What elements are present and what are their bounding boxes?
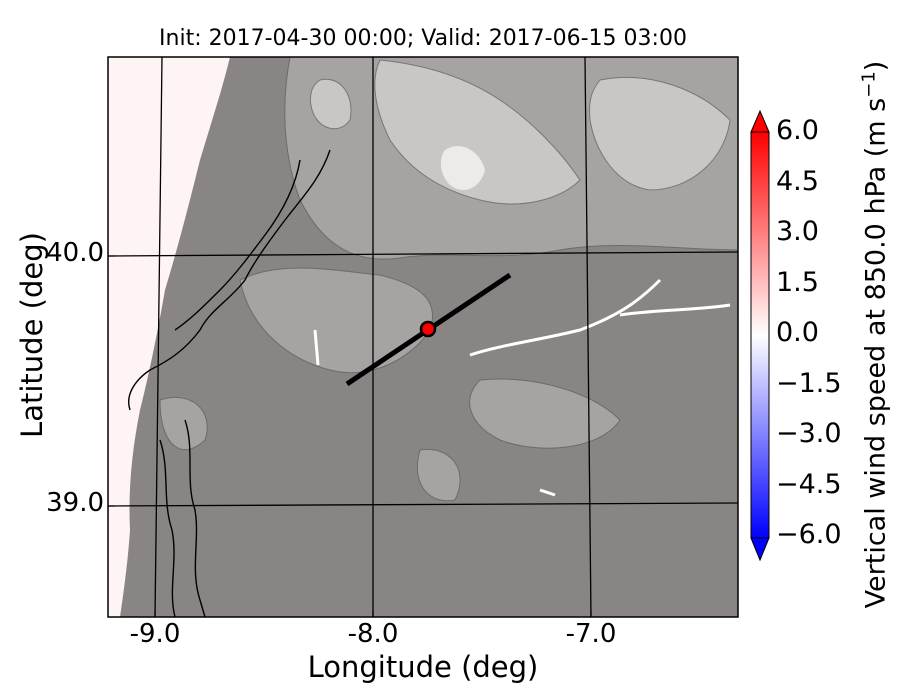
- colorbar-tick-label: −6.0: [776, 519, 842, 550]
- x-tick-label: -7.0: [565, 619, 617, 649]
- map-frame: [107, 56, 739, 618]
- y-tick-marks: [108, 255, 115, 507]
- colorbar-tick-label: 1.5: [776, 267, 819, 298]
- colorbar-tick-label: 4.5: [776, 166, 819, 197]
- ocean-area: [108, 57, 230, 617]
- colorbar-label-exponent: −1: [858, 71, 880, 98]
- colorbar-tick-label: −3.0: [776, 418, 842, 449]
- colorbar-tick-label: 3.0: [776, 216, 819, 247]
- grid-lines: [108, 57, 738, 617]
- colorbar: [750, 109, 770, 562]
- x-tick-label: -8.0: [347, 619, 399, 649]
- colorbar-max-extension: [750, 109, 770, 133]
- location-marker: [419, 320, 437, 338]
- x-tick-marks: [154, 610, 592, 617]
- colorbar-label-suffix: ): [860, 60, 892, 72]
- colorbar-min-extension: [750, 537, 770, 562]
- plot-title: Init: 2017-04-30 00:00; Valid: 2017-06-1…: [159, 26, 687, 51]
- coast-contours: [128, 149, 331, 617]
- colorbar-tick-label: −4.5: [776, 469, 842, 500]
- map-plot-area: [108, 57, 738, 617]
- colorbar-label: Vertical wind speed at 850.0 hPa (m s−1): [859, 5, 892, 665]
- x-axis-label: Longitude (deg): [307, 650, 539, 684]
- terrain-peak: [440, 146, 485, 190]
- colorbar-tick-label: 0.0: [776, 317, 819, 348]
- river-features: [313, 278, 731, 497]
- colorbar-label-text: Vertical wind speed at 850.0 hPa (m s: [860, 97, 892, 609]
- colorbar-tick-label: 6.0: [776, 115, 819, 146]
- y-tick-label: 39.0: [46, 488, 104, 518]
- colorbar-gradient: [750, 131, 770, 539]
- colorbar-tick-label: −1.5: [776, 368, 842, 399]
- y-tick-label: 40.0: [46, 238, 104, 268]
- terrain-highlands: [309, 59, 731, 205]
- x-tick-label: -9.0: [129, 619, 181, 649]
